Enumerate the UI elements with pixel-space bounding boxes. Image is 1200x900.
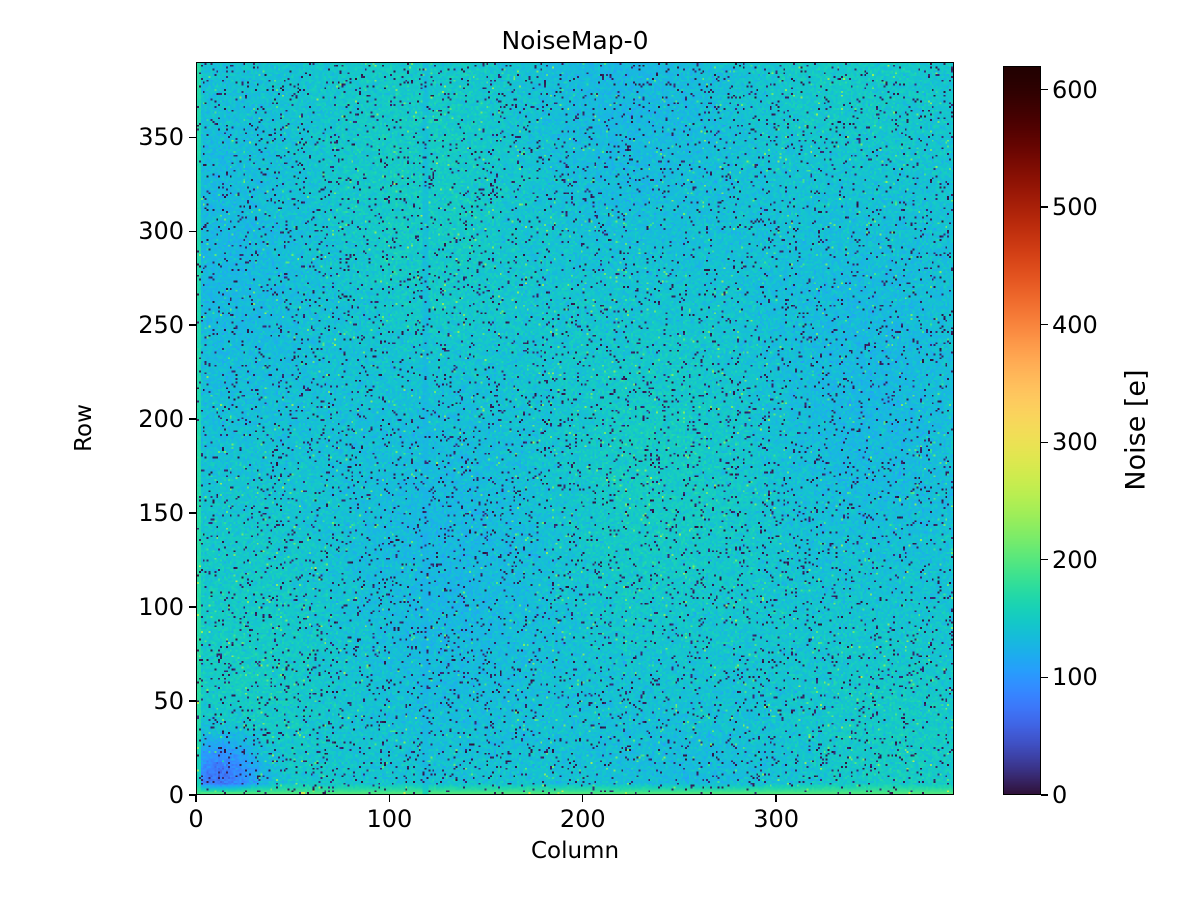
colorbar-tick [1041, 88, 1048, 91]
x-axis-tick-label: 300 [753, 805, 799, 833]
colorbar-tick-label: 300 [1052, 428, 1098, 457]
y-axis-tick-label: 250 [138, 311, 184, 340]
y-axis-tick [189, 794, 196, 796]
y-axis-tick-label: 0 [168, 781, 184, 809]
colorbar-tick-label: 200 [1052, 545, 1098, 574]
y-axis-tick-label: 200 [138, 405, 184, 434]
colorbar-tick [1041, 676, 1048, 679]
colorbar-tick-label: 600 [1052, 75, 1098, 104]
x-axis-tick-label: 0 [188, 805, 204, 833]
x-axis-tick-label: 100 [366, 805, 413, 833]
y-axis-tick [189, 418, 196, 420]
y-axis-tick [189, 512, 196, 514]
colorbar-tick-label: 500 [1052, 193, 1098, 222]
y-axis-tick [189, 606, 196, 608]
y-axis-tick-label: 100 [138, 593, 184, 622]
x-axis-label: Column [530, 838, 620, 864]
page-title: NoiseMap-0 [501, 26, 649, 55]
colorbar-tick [1041, 559, 1048, 561]
colorbar-tick-label: 0 [1052, 781, 1068, 809]
y-axis-tick [189, 700, 196, 702]
x-axis-tick [775, 795, 777, 802]
colorbar-tick [1041, 206, 1048, 208]
x-axis-tick-label: 200 [559, 805, 606, 833]
y-axis-tick-label: 350 [138, 123, 184, 152]
y-axis-label: Row [71, 404, 97, 452]
x-axis-tick [195, 795, 197, 802]
y-axis-tick-label: 50 [153, 687, 184, 716]
colorbar-gradient [1003, 66, 1041, 795]
colorbar-tick [1041, 794, 1048, 796]
colorbar-tick-label: 400 [1052, 310, 1098, 339]
colorbar[interactable] [1003, 66, 1041, 795]
y-axis-tick [189, 324, 196, 326]
y-axis-tick [189, 230, 196, 232]
colorbar-tick [1041, 441, 1048, 443]
heatmap-image [197, 63, 953, 794]
colorbar-label: Noise [e] [1120, 369, 1152, 491]
y-axis-tick-label: 150 [138, 499, 184, 528]
y-axis-tick [189, 136, 196, 138]
colorbar-tick [1041, 324, 1048, 326]
y-axis-tick-label: 300 [138, 217, 184, 246]
x-axis-tick [388, 795, 390, 802]
colorbar-tick-label: 100 [1052, 663, 1098, 692]
heatmap-plot-area[interactable] [196, 62, 954, 795]
x-axis-tick [582, 795, 584, 802]
